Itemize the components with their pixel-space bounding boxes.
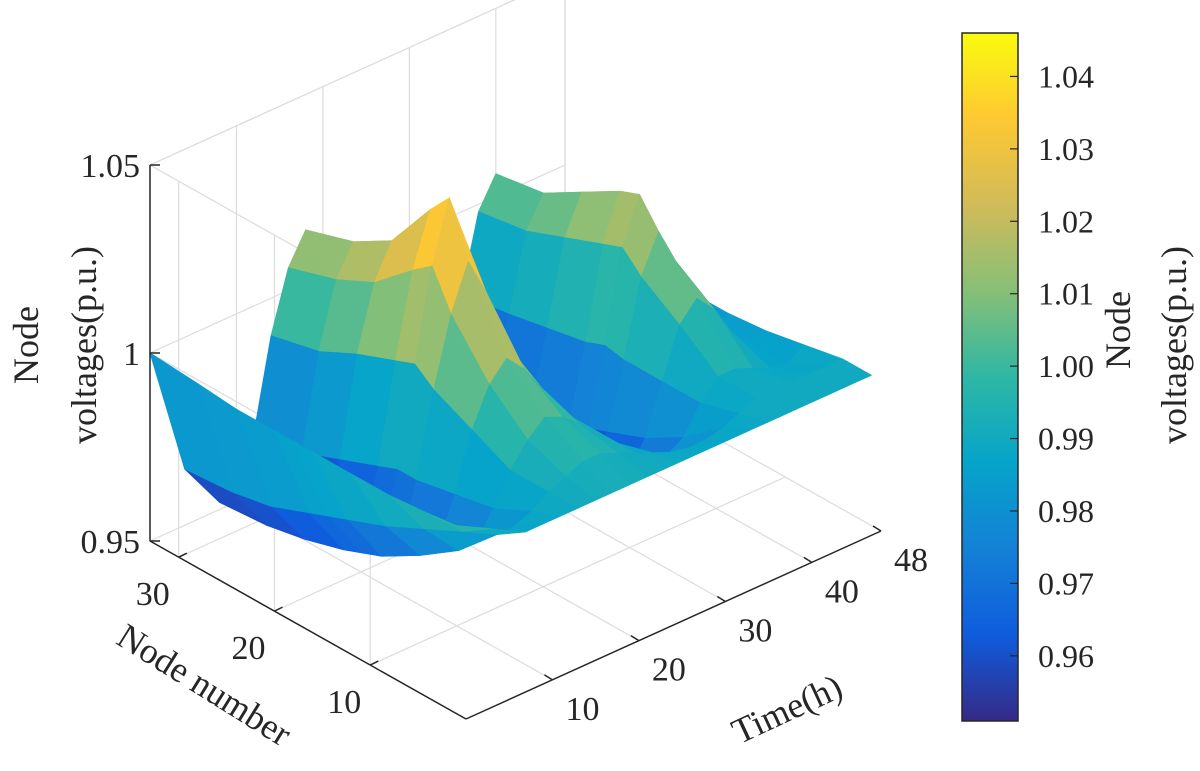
y-tick-mark-2: [178, 552, 188, 558]
tick-labels: 0.95 1 1.05 10 20 30 10 20 30 40 48: [81, 148, 929, 728]
y-tick-label-0: 10: [327, 684, 361, 721]
z-tick-label-1: 1: [123, 336, 140, 373]
x-tick-label-1: 20: [652, 652, 686, 689]
y-tick-mark-0: [369, 660, 379, 666]
colorbar: 0.96 0.97 0.98 0.99 1.00 1.01 1.02 1.03 1.04 Nod…: [961, 32, 1194, 722]
x-tick-label-4: 48: [894, 542, 928, 579]
colorbar-label-line1: Node: [1098, 291, 1138, 369]
surface-patch-r0-c0: [427, 512, 492, 532]
x-tick-label-0: 10: [565, 691, 599, 728]
colorbar-tick-label-0: 0.96: [1038, 638, 1094, 674]
x-tick-label-3: 40: [825, 573, 859, 610]
x-tick-mark-0: [544, 674, 553, 681]
z-tick-label-2: 1.05: [81, 148, 141, 185]
colorbar-tick-label-2: 0.98: [1038, 493, 1094, 529]
z-axis-label-line1: Node: [6, 306, 46, 384]
x-tick-mark-4: [872, 525, 882, 532]
voltage-surface: [149, 173, 872, 557]
z-axis-label-line2: voltages(p.u.): [64, 246, 104, 444]
grid-line-floor-node-0: [369, 476, 786, 666]
colorbar-gradient: [961, 32, 1019, 722]
x-tick-label-2: 30: [738, 613, 772, 650]
colorbar-label-line2: voltages(p.u.): [1154, 246, 1194, 444]
z-tick-label-0: 0.95: [81, 524, 141, 561]
y-tick-label-2: 30: [136, 576, 170, 613]
colorbar-tick-label-3: 0.99: [1038, 421, 1094, 457]
y-axis-label: Node number: [110, 616, 298, 754]
colorbar-ticks: 0.96 0.97 0.98 0.99 1.00 1.01 1.02 1.03 1.04: [1010, 58, 1094, 674]
x-tick-mark-1: [630, 635, 640, 642]
colorbar-tick-label-7: 1.03: [1038, 131, 1094, 167]
x-axis-label: Time(h): [726, 666, 849, 752]
colorbar-tick-label-4: 1.00: [1038, 348, 1094, 384]
x-tick-mark-3: [803, 556, 813, 563]
x-tick-mark-2: [716, 595, 726, 603]
y-axis-line: [149, 540, 467, 720]
y-tick-mark-1: [274, 606, 283, 612]
colorbar-tick-label-5: 1.01: [1038, 276, 1094, 312]
colorbar-tick-label-6: 1.02: [1038, 203, 1094, 239]
y-tick-label-1: 20: [231, 630, 265, 667]
colorbar-tick-label-8: 1.04: [1038, 58, 1094, 94]
colorbar-tick-label-1: 0.97: [1038, 565, 1094, 601]
